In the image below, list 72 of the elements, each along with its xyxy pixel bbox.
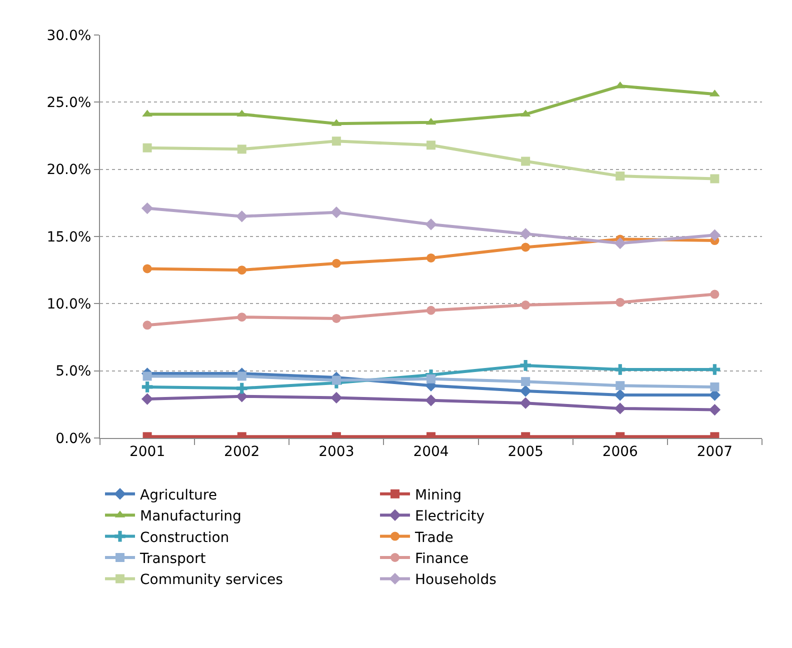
x-tick-label: 2001 [129,444,166,460]
y-tick-label: 25.0% [46,95,92,112]
point [142,264,152,274]
point [520,228,532,240]
point [332,258,341,268]
x-tick-label: 2005 [508,444,544,460]
point [237,372,246,381]
point [708,229,721,242]
point [332,314,341,323]
point [614,237,626,250]
y-tick-label: 10.0% [46,296,92,313]
point [141,202,154,214]
point [332,136,341,146]
y-tick-label: 20.0% [46,162,92,178]
point [236,210,248,222]
point [236,382,248,394]
point [710,290,720,299]
point [425,218,437,230]
point [614,389,626,401]
point [425,394,437,406]
legend-label: Transport [139,550,206,567]
x-tick-label: 2003 [318,444,354,460]
x-tick-label: 2007 [696,444,733,460]
legend-label: Mining [415,487,462,504]
legend-label: Manufacturing [140,508,242,525]
legend-label: Electricity [415,508,485,525]
point [521,156,530,166]
point [426,306,436,315]
point [142,143,152,152]
x-tick-label: 2004 [413,444,449,460]
point [236,390,248,402]
point [330,206,342,218]
point [710,382,720,392]
legend-label: Agriculture [140,487,217,504]
point [426,374,436,384]
legend-label: Community services [140,572,283,588]
y-tick-label: 15.0% [46,229,92,246]
point [237,144,246,154]
legend-label: Households [415,572,496,588]
point [330,392,342,404]
point [614,364,626,375]
point [521,300,530,310]
point [616,381,625,390]
point [142,382,153,392]
point [426,140,436,150]
x-tick-label: 2002 [224,444,260,460]
y-tick-label: 30.0% [46,28,92,44]
point [520,360,531,371]
point [142,110,152,117]
y-tick-label: 0.0% [56,430,92,447]
legend-label: Construction [140,530,230,546]
point [616,298,625,307]
point [521,242,530,252]
legend-label: Trade [414,530,454,546]
point [142,372,152,381]
point [616,172,625,181]
point [237,312,246,322]
point [426,253,436,262]
point [332,376,341,385]
point [520,397,532,409]
point [708,404,721,416]
point [142,320,152,330]
x-tick-label: 2006 [602,444,638,460]
point [710,174,720,184]
point [709,364,720,375]
point [141,393,154,405]
point [520,385,532,397]
point [521,377,530,386]
y-tick-label: 5.0% [56,364,92,380]
point [614,402,626,414]
point [237,266,246,275]
legend-label: Finance [415,550,469,567]
